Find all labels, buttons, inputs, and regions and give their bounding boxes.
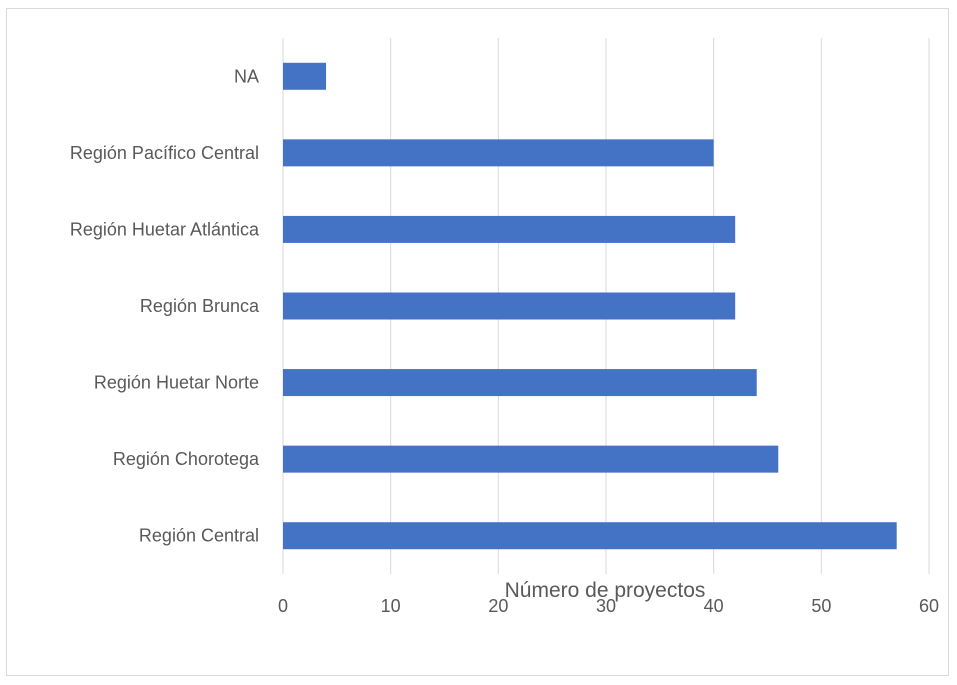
category-label: Región Huetar Atlántica (70, 219, 260, 239)
x-tick-label: 50 (811, 596, 831, 616)
x-axis-title: Número de proyectos (505, 579, 706, 602)
category-label: Región Pacífico Central (70, 143, 259, 163)
bar (283, 139, 714, 167)
x-tick-label: 60 (919, 596, 939, 616)
x-tick-label: 0 (278, 596, 288, 616)
bar (283, 369, 757, 397)
x-tick-label: 10 (381, 596, 401, 616)
category-label: Región Huetar Norte (94, 373, 259, 393)
bar (283, 522, 897, 550)
bar (283, 445, 779, 473)
x-tick-labels: 0 10 20 30 40 50 60 (278, 596, 939, 616)
chart-frame (6, 8, 949, 676)
x-tick-label: 30 (596, 596, 616, 616)
x-tick-label: 20 (488, 596, 508, 616)
category-labels: NA Región Pacífico Central Región Huetar A… (70, 66, 260, 545)
bar (283, 215, 736, 243)
bar (283, 292, 736, 320)
category-label: Región Chorotega (113, 449, 260, 469)
category-label: Región Central (139, 526, 259, 546)
bar (283, 62, 327, 90)
bars (283, 62, 897, 550)
category-label: Región Brunca (140, 296, 260, 316)
category-label: NA (234, 66, 259, 86)
x-tick-label: 40 (704, 596, 724, 616)
